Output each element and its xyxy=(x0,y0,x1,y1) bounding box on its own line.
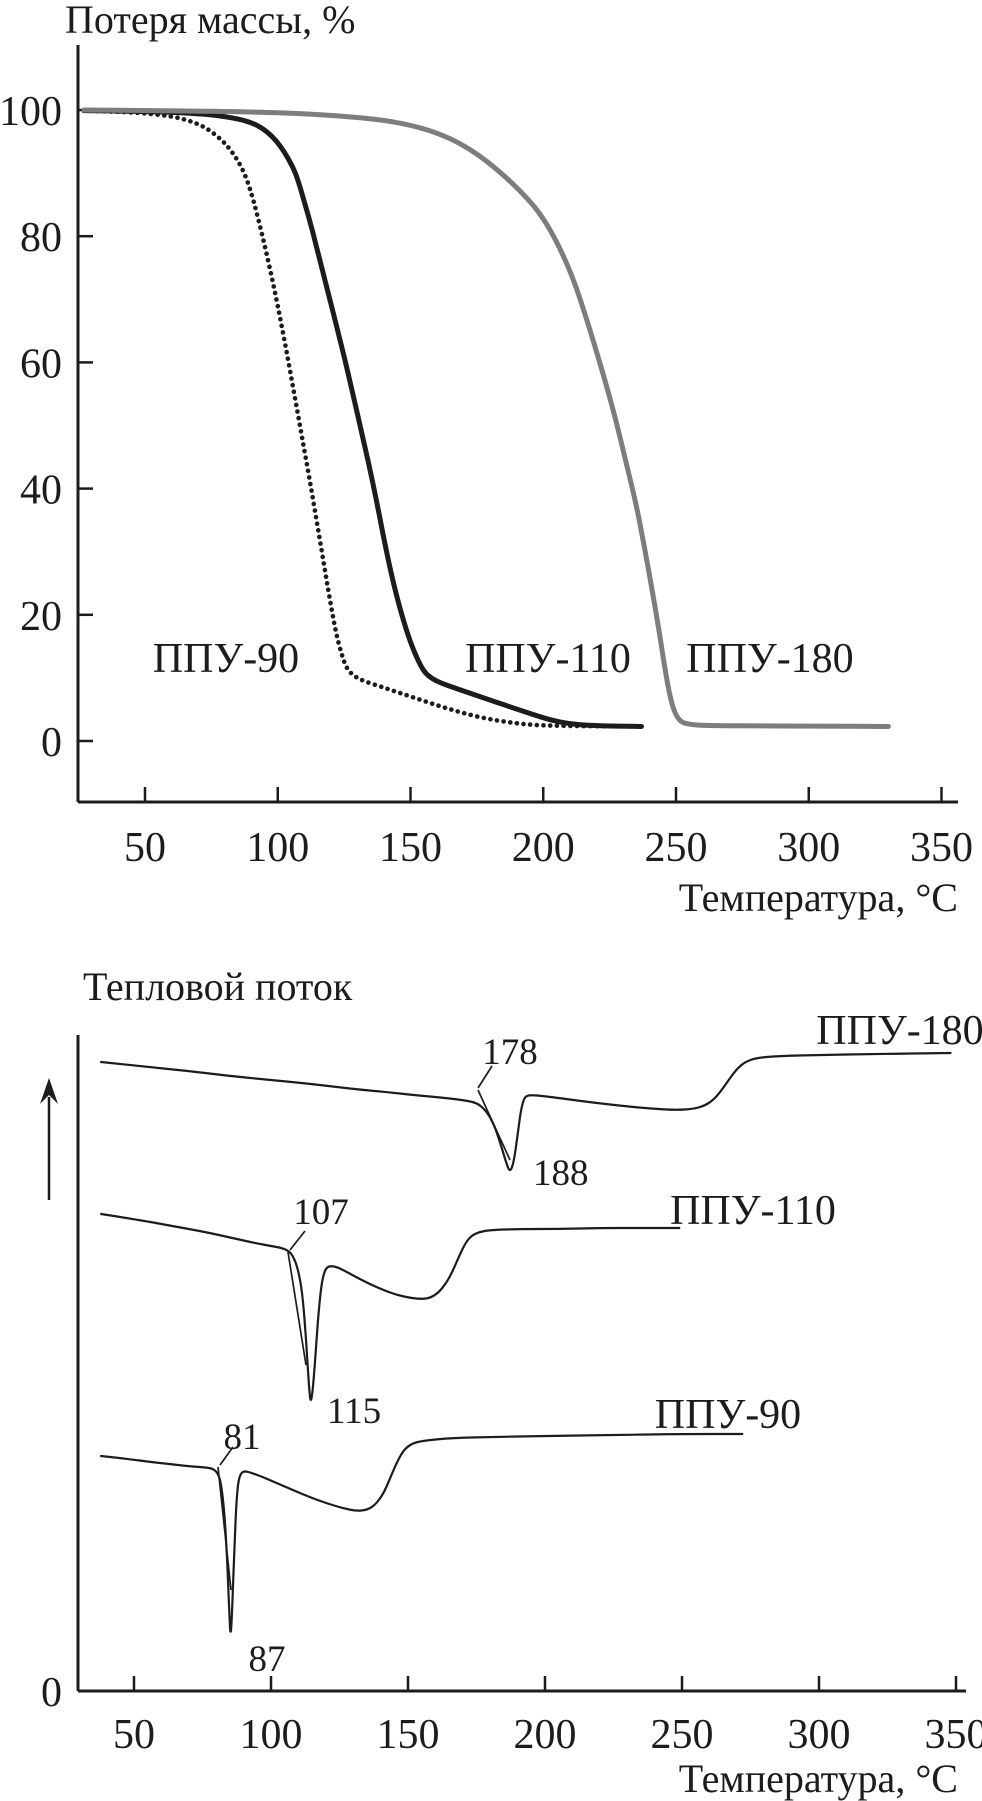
dsc-x-tick-label: 50 xyxy=(113,1712,155,1758)
dsc-title: Тепловой поток xyxy=(83,964,353,1009)
dsc-origin-label: 0 xyxy=(41,1670,62,1716)
dsc-x-tick-label: 100 xyxy=(240,1712,303,1758)
tga-y-tick-label: 80 xyxy=(20,215,62,261)
tga-x-tick-label: 150 xyxy=(379,825,442,871)
dsc-x-tick-label: 150 xyxy=(377,1712,440,1758)
tga-x-axis-label: Температура, °C xyxy=(679,875,958,920)
tga-x-tick-label: 200 xyxy=(512,825,575,871)
tga-x-tick-label: 350 xyxy=(910,825,973,871)
dsc-trace-ппу-180 xyxy=(100,1051,952,1172)
tga-y-tick-label: 100 xyxy=(0,89,62,135)
tga-y-tick-label: 60 xyxy=(20,341,62,387)
dsc-onset-tangent xyxy=(287,1251,307,1366)
tga-curve-label-ппу-110: ППУ-110 xyxy=(465,636,631,682)
tga-x-tick-label: 50 xyxy=(124,825,166,871)
tga-curve-ппу-90 xyxy=(81,108,642,729)
peak-annotation-188: 188 xyxy=(533,1153,589,1194)
dsc-x-tick-label: 300 xyxy=(788,1712,851,1758)
tga-chart: 50 100 150 200 250 300 350 0 20 40 60 80 100 Потеря м… xyxy=(0,0,973,920)
peak-annotation-115: 115 xyxy=(327,1391,381,1432)
tga-y-tick-label: 0 xyxy=(41,720,62,766)
dsc-annotation-leader xyxy=(477,1065,493,1089)
up-arrow-head xyxy=(40,1078,58,1104)
peak-annotation-178: 178 xyxy=(482,1032,538,1073)
tga-curve-label-ппу-180: ППУ-180 xyxy=(686,636,853,682)
dsc-trace-ппу-110 xyxy=(100,1212,681,1401)
tga-y-tick-label: 40 xyxy=(20,468,62,514)
dsc-annotation-leader xyxy=(219,1446,234,1466)
peak-annotation-81: 81 xyxy=(224,1417,261,1458)
tga-x-tick-label: 250 xyxy=(645,825,708,871)
tga-x-tick-label: 300 xyxy=(777,825,840,871)
dsc-trace-ппу-90 xyxy=(100,1432,744,1633)
tga-curve-ппу-110 xyxy=(81,108,644,729)
dsc-trace-label-ппу-180: ППУ-180 xyxy=(816,1008,982,1054)
peak-annotation-87: 87 xyxy=(249,1639,286,1680)
dsc-x-tick-label: 350 xyxy=(925,1712,982,1758)
dsc-annotation-leader xyxy=(289,1230,306,1251)
tga-curve-ппу-180 xyxy=(81,107,891,729)
peak-annotation-107: 107 xyxy=(293,1192,349,1233)
tga-title: Потеря массы, % xyxy=(65,0,356,42)
dsc-chart: 50 100 150 200 250 300 350 0 Тепловой поток Темпе… xyxy=(40,964,982,1801)
dsc-x-tick-label: 250 xyxy=(651,1712,714,1758)
tga-curve-label-ппу-90: ППУ-90 xyxy=(153,636,299,682)
tga-x-tick-label: 100 xyxy=(246,825,309,871)
dsc-x-tick-label: 200 xyxy=(514,1712,577,1758)
dsc-trace-label-ппу-110: ППУ-110 xyxy=(670,1188,836,1234)
dsc-trace-label-ппу-90: ППУ-90 xyxy=(655,1392,801,1438)
up-arrow-icon xyxy=(40,1078,58,1200)
dsc-x-axis-label: Температура, °C xyxy=(679,1756,958,1801)
tga-y-tick-label: 20 xyxy=(20,594,62,640)
